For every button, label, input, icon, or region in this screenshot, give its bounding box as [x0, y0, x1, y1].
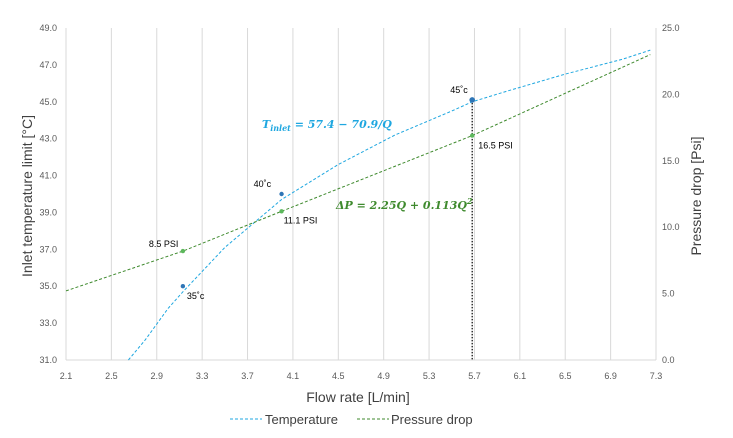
pressure-equation: ΔP = 2.25Q + 0.113Q2	[335, 196, 473, 212]
legend: Temperature Pressure drop	[230, 412, 473, 427]
temperature-point-label: 40˚c	[254, 179, 272, 189]
y-left-tick-label: 45.0	[39, 97, 57, 107]
y-right-tick-label: 10.0	[662, 222, 680, 232]
temperature-point	[469, 97, 475, 103]
x-tick-label: 6.1	[514, 371, 527, 381]
y-left-tick-label: 49.0	[39, 23, 57, 33]
x-tick-label: 2.9	[151, 371, 164, 381]
y-left-tick-label: 37.0	[39, 244, 57, 254]
temperature-point	[180, 284, 186, 289]
y-right-tick-label: 0.0	[662, 355, 675, 365]
series-lines	[65, 49, 651, 361]
y-left-axis-title: Inlet temperature limit [°C]	[19, 115, 35, 277]
pressure-point-label: 11.1 PSI	[284, 215, 318, 225]
x-tick-label: 6.9	[604, 371, 617, 381]
x-tick-label: 7.3	[650, 371, 663, 381]
temperature-point	[279, 191, 284, 197]
pressure-point-label: 8.5 PSI	[149, 239, 179, 249]
tick-labels: 2.1 2.5 2.9 3.3 3.7 4.1 4.5 4.9 5.3 5.7 6.1 6.5 6.9 7…	[39, 23, 679, 381]
legend-temperature-label: Temperature	[265, 412, 338, 427]
y-left-tick-label: 33.0	[39, 318, 57, 328]
pressure-point-label: 16.5 PSI	[478, 141, 513, 151]
grid-lines	[65, 28, 657, 360]
x-axis-title: Flow rate [L/min]	[306, 389, 409, 405]
pressure-point	[279, 209, 284, 214]
x-tick-label: 4.5	[332, 371, 345, 381]
x-tick-label: 2.5	[105, 371, 118, 381]
x-tick-label: 5.3	[423, 371, 436, 381]
y-left-tick-label: 47.0	[39, 60, 57, 70]
y-left-tick-label: 35.0	[39, 281, 57, 291]
pressure-point	[469, 133, 475, 138]
y-right-tick-label: 15.0	[662, 156, 680, 166]
y-right-axis-title: Pressure drop [Psi]	[688, 136, 704, 255]
x-tick-label: 3.3	[196, 371, 209, 381]
data-points: 35˚c 40˚c 45˚c 8.5 PSI 11.1 PSI 16.5 PSI	[149, 85, 513, 301]
temperature-point-label: 45˚c	[450, 85, 468, 95]
y-left-tick-label: 43.0	[39, 134, 57, 144]
temperature-equation: Tinlet = 57.4 − 70.9/Q	[262, 118, 392, 133]
axes	[65, 28, 657, 361]
temperature-line	[128, 49, 651, 361]
pressure-point	[180, 248, 186, 254]
x-tick-label: 6.5	[559, 371, 572, 381]
x-tick-label: 5.7	[468, 371, 481, 381]
x-tick-label: 4.1	[287, 371, 300, 381]
y-left-tick-label: 41.0	[39, 171, 57, 181]
y-right-tick-label: 25.0	[662, 23, 680, 33]
y-left-tick-label: 39.0	[39, 207, 57, 217]
y-right-tick-label: 5.0	[662, 289, 675, 299]
y-right-tick-label: 20.0	[662, 89, 680, 99]
legend-pressure-label: Pressure drop	[391, 412, 473, 427]
temperature-point-label: 35˚c	[187, 291, 205, 301]
x-tick-label: 3.7	[241, 371, 254, 381]
x-tick-label: 4.9	[377, 371, 390, 381]
y-left-tick-label: 31.0	[39, 355, 57, 365]
pressure-drop-line	[65, 54, 651, 292]
x-tick-label: 2.1	[60, 371, 73, 381]
